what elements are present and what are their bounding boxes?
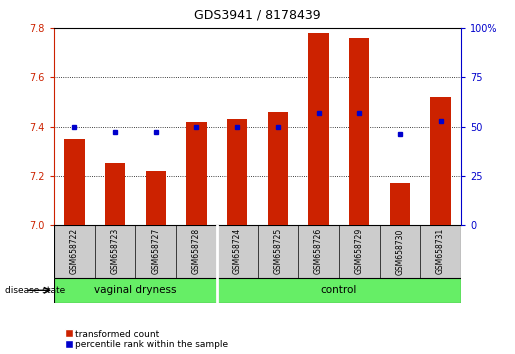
Text: GSM658729: GSM658729: [355, 228, 364, 274]
Text: GSM658722: GSM658722: [70, 228, 79, 274]
Text: GSM658728: GSM658728: [192, 228, 201, 274]
Bar: [105, 164, 125, 225]
Text: GDS3941 / 8178439: GDS3941 / 8178439: [194, 9, 321, 22]
Text: GSM658727: GSM658727: [151, 228, 160, 274]
Bar: [146, 171, 166, 225]
Bar: [227, 119, 247, 225]
Bar: [349, 38, 369, 225]
Bar: [431, 97, 451, 225]
Bar: [217, 278, 461, 303]
Text: GSM658726: GSM658726: [314, 228, 323, 274]
Text: GSM658724: GSM658724: [233, 228, 242, 274]
Text: GSM658723: GSM658723: [111, 228, 119, 274]
Bar: [64, 139, 84, 225]
Text: control: control: [321, 285, 357, 295]
Text: disease state: disease state: [5, 286, 65, 295]
Text: vaginal dryness: vaginal dryness: [94, 285, 177, 295]
Text: GSM658725: GSM658725: [273, 228, 282, 274]
Bar: [390, 183, 410, 225]
Bar: [268, 112, 288, 225]
Legend: transformed count, percentile rank within the sample: transformed count, percentile rank withi…: [66, 330, 229, 349]
Text: GSM658731: GSM658731: [436, 228, 445, 274]
Bar: [308, 33, 329, 225]
Text: GSM658730: GSM658730: [396, 228, 404, 275]
Bar: [186, 122, 207, 225]
Bar: [54, 278, 217, 303]
